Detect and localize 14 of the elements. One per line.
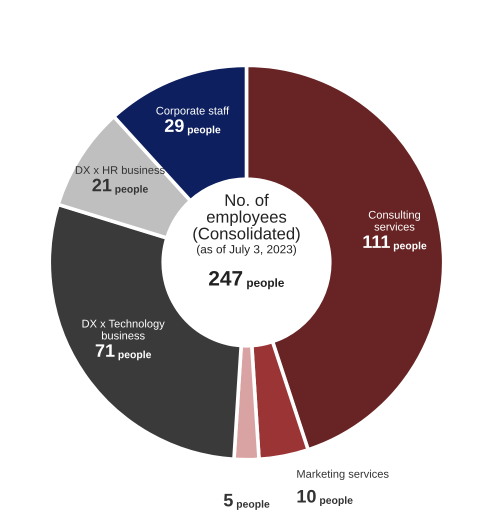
slice-label: DX x Technology business <box>82 319 165 340</box>
data-label: 5 people <box>224 494 270 510</box>
slice-label: DX x HR business <box>76 166 165 174</box>
slice-label: Consulting services <box>368 210 420 231</box>
data-label: 71 people <box>96 344 152 360</box>
data-label: 29 people <box>164 119 220 136</box>
data-label: 10 people <box>298 490 353 506</box>
text: No. of employees (Consolidated) <box>193 194 300 243</box>
text: (as of July 3, 2023) <box>197 244 296 256</box>
text: 247 people <box>209 270 284 290</box>
slice-label: Marketing services <box>297 470 389 480</box>
data-label: 21 people <box>92 178 148 195</box>
slice-label: Corporate staff <box>156 106 230 117</box>
data-label: 111 people <box>363 235 426 252</box>
